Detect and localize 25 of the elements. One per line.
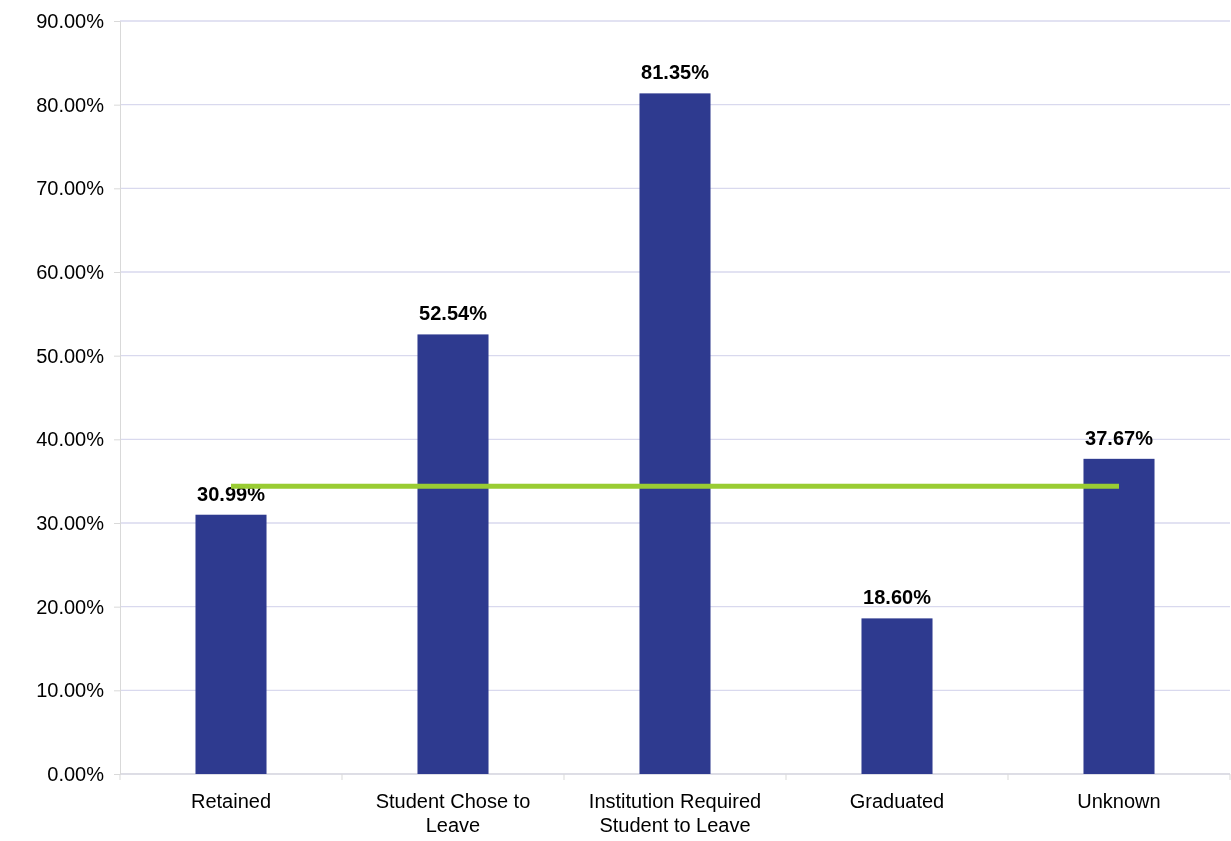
y-tick-label: 10.00% bbox=[36, 679, 105, 702]
data-label: 18.60% bbox=[863, 586, 932, 609]
data-label: 81.35% bbox=[641, 61, 710, 84]
data-label: 37.67% bbox=[1085, 426, 1154, 449]
y-tick-label: 0.00% bbox=[47, 762, 105, 785]
y-tick-label: 50.00% bbox=[36, 344, 105, 367]
x-tick-label: Institution Required Student to Leave bbox=[588, 790, 762, 836]
y-tick-label: 20.00% bbox=[36, 595, 105, 618]
x-tick-label: Unknown bbox=[1077, 790, 1161, 812]
y-tick-label: 80.00% bbox=[36, 93, 105, 116]
bar bbox=[195, 514, 267, 774]
bar bbox=[861, 618, 933, 774]
x-tick-label: Retained bbox=[190, 790, 272, 812]
y-tick-label: 30.00% bbox=[36, 511, 105, 534]
y-tick-label: 40.00% bbox=[36, 428, 105, 451]
data-label: 52.54% bbox=[419, 302, 488, 325]
x-tick-label: Student Chose to Leave bbox=[375, 790, 531, 836]
y-tick-label: 60.00% bbox=[36, 260, 105, 283]
y-tick-label: 70.00% bbox=[36, 177, 105, 200]
bar bbox=[417, 334, 489, 774]
x-tick-label: Graduated bbox=[849, 790, 945, 812]
data-label: 30.99% bbox=[197, 482, 266, 505]
y-tick-label: 90.00% bbox=[36, 9, 105, 32]
bar bbox=[1083, 458, 1155, 774]
bar bbox=[639, 93, 711, 774]
